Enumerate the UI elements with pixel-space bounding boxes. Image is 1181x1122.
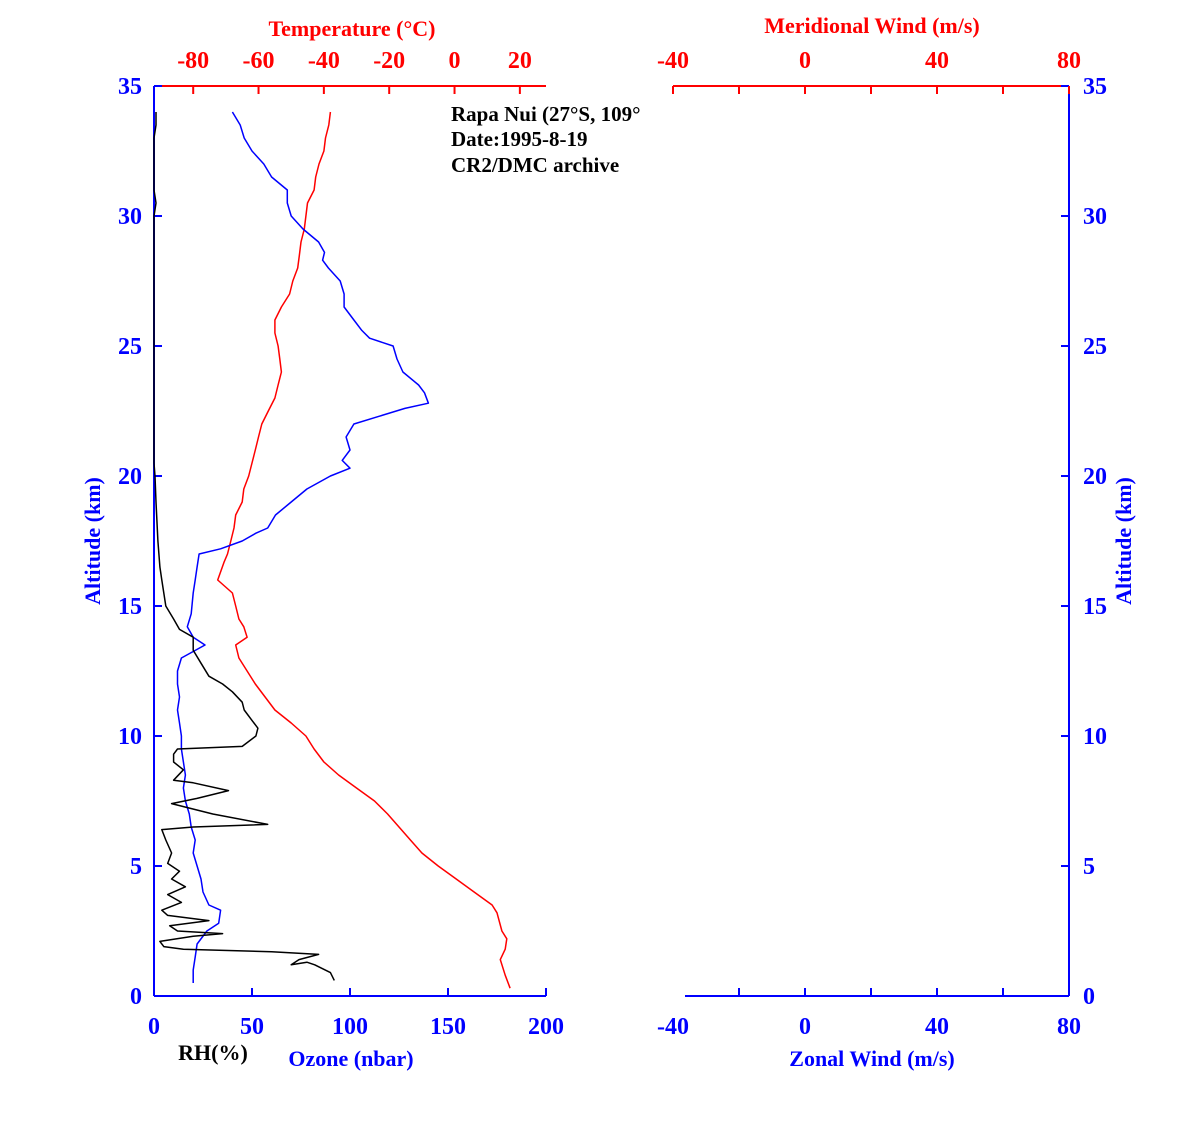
right-y-ticks: 0 5 10 15 20 25 30 35 xyxy=(1061,74,1107,1010)
left-y-tick-label: 25 xyxy=(118,334,142,360)
station-name: Rapa Nui (27°S, 109° xyxy=(451,102,641,126)
meridional-wind-tick-label: 80 xyxy=(1057,48,1081,74)
temperature-tick-label: -40 xyxy=(308,48,340,74)
left-y-axis-title: Altitude (km) xyxy=(80,477,105,605)
meridional-wind-tick-label: 0 xyxy=(799,48,811,74)
ozone-nbar-profile-line xyxy=(176,111,430,983)
zonal-wind-tick-label: 40 xyxy=(925,1014,949,1040)
zonal-wind-tick-label: 80 xyxy=(1057,1014,1081,1040)
right-y-tick-label: 20 xyxy=(1083,464,1107,490)
right-top-ticks: -40 0 40 80 xyxy=(657,48,1081,94)
right-y-tick-label: 30 xyxy=(1083,204,1107,230)
left-y-tick-label: 35 xyxy=(118,74,142,100)
ozone-tick-label: 50 xyxy=(240,1014,264,1040)
temperature-c-profile-line xyxy=(216,111,511,989)
temperature-tick-label: -60 xyxy=(243,48,275,74)
left-y-ticks: 0 5 10 15 20 25 30 35 xyxy=(118,74,162,1010)
left-y-tick-label: 5 xyxy=(130,854,142,880)
zonal-wind-tick-label: -40 xyxy=(657,1014,689,1040)
left-y-tick-label: 10 xyxy=(118,724,142,750)
left-series xyxy=(153,111,511,989)
right-y-tick-label: 35 xyxy=(1083,74,1107,100)
right-y-tick-label: 15 xyxy=(1083,594,1107,620)
left-y-tick-label: 15 xyxy=(118,594,142,620)
right-bottom-ticks: -40 0 40 80 xyxy=(657,988,1081,1040)
zonal-wind-axis-title: Zonal Wind (m/s) xyxy=(789,1046,954,1071)
right-y-tick-label: 0 xyxy=(1083,984,1095,1010)
ozone-tick-label: 200 xyxy=(528,1014,564,1040)
zonal-wind-tick-label: 0 xyxy=(799,1014,811,1040)
temperature-axis-title: Temperature (°C) xyxy=(268,16,435,41)
meridional-wind-tick-label: -40 xyxy=(657,48,689,74)
ozone-tick-label: 0 xyxy=(148,1014,160,1040)
left-y-tick-label: 0 xyxy=(130,984,142,1010)
station-annotation: Rapa Nui (27°S, 109° Date:1995-8-19 CR2/… xyxy=(451,102,641,177)
temperature-tick-label: -20 xyxy=(373,48,405,74)
archive-label: CR2/DMC archive xyxy=(451,153,619,177)
right-y-tick-label: 5 xyxy=(1083,854,1095,880)
rh-axis-title: RH(%) xyxy=(178,1040,248,1065)
rh-profile-line xyxy=(153,112,335,981)
temperature-tick-label: -80 xyxy=(177,48,209,74)
temperature-tick-label: 20 xyxy=(508,48,532,74)
right-panel: 0 5 10 15 20 25 30 35 -40 0 40 80 -40 0 40 80 Altitud… xyxy=(657,13,1136,1071)
left-y-tick-label: 20 xyxy=(118,464,142,490)
right-y-tick-label: 10 xyxy=(1083,724,1107,750)
left-y-tick-label: 30 xyxy=(118,204,142,230)
right-y-tick-label: 25 xyxy=(1083,334,1107,360)
right-y-axis-title: Altitude (km) xyxy=(1111,477,1136,605)
temperature-tick-label: 0 xyxy=(449,48,461,74)
meridional-wind-axis-title: Meridional Wind (m/s) xyxy=(764,13,980,38)
ozone-tick-label: 150 xyxy=(430,1014,466,1040)
ozone-axis-title: Ozone (nbar) xyxy=(288,1046,413,1071)
meridional-wind-tick-label: 40 xyxy=(925,48,949,74)
left-bottom-ticks: 0 50 100 150 200 xyxy=(148,988,564,1040)
sounding-date: Date:1995-8-19 xyxy=(451,127,587,151)
left-top-ticks: -80 -60 -40 -20 0 20 xyxy=(177,48,532,94)
ozone-tick-label: 100 xyxy=(332,1014,368,1040)
